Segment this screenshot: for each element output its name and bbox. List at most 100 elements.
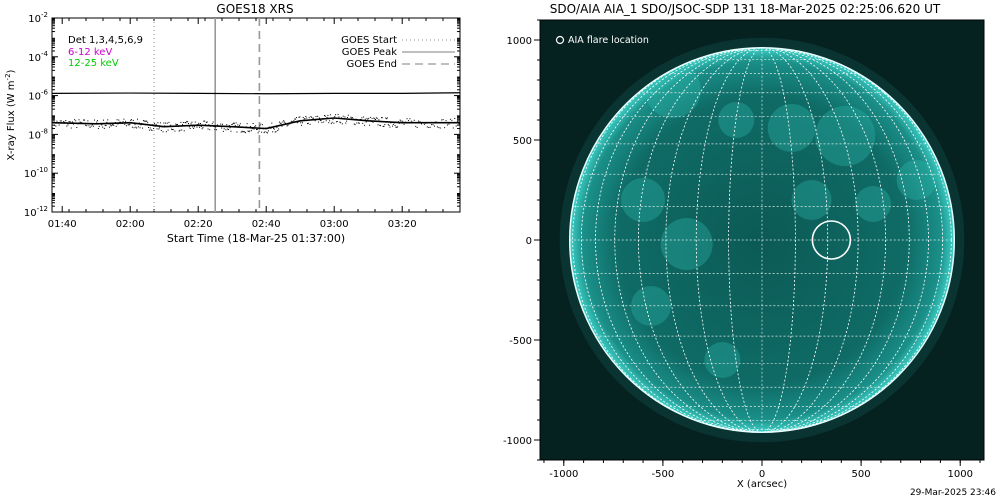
- xrs-noise-point: [71, 121, 73, 123]
- xrs-noise-point: [295, 117, 297, 119]
- xrs-noise-point: [113, 124, 115, 126]
- xrs-noise-point: [389, 126, 391, 128]
- longitude-line: [695, 47, 829, 433]
- xrs-noise-point: [237, 124, 239, 126]
- xrs-noise-point: [88, 125, 90, 127]
- xrs-noise-point: [182, 124, 184, 126]
- xrs-noise-point: [378, 119, 380, 121]
- xrs-noise-point: [304, 118, 306, 120]
- xrs-noise-point: [271, 122, 273, 124]
- xrs-noise-point: [386, 117, 388, 119]
- xrs-noise-point: [103, 127, 105, 129]
- xrs-noise-point: [346, 120, 348, 122]
- legend-label: GOES Peak: [342, 47, 397, 58]
- xrs-noise-point: [109, 124, 111, 126]
- xrs-noise-point: [119, 121, 121, 123]
- xrs-noise-point: [402, 120, 404, 122]
- xrs-noise-point: [273, 128, 275, 130]
- xrs-noise-point: [314, 120, 316, 122]
- xrs-noise-point: [226, 124, 228, 126]
- xrs-noise-point: [436, 126, 438, 128]
- xrs-noise-point: [346, 116, 348, 118]
- xrs-noise-point: [213, 126, 215, 128]
- x-tick-label: 1000: [947, 469, 972, 480]
- x-tick-label: 500: [852, 469, 871, 480]
- xrs-noise-point: [262, 128, 264, 130]
- xrs-noise-point: [74, 119, 76, 121]
- xrs-noise-point: [452, 127, 454, 129]
- xrs-noise-point: [231, 123, 233, 125]
- xrs-noise-point: [118, 119, 120, 121]
- xrs-noise-point: [166, 122, 168, 124]
- xrs-noise-point: [206, 121, 208, 123]
- xrs-noise-point: [232, 123, 234, 125]
- xrs-noise-point: [129, 123, 131, 125]
- xrs-noise-point: [228, 124, 230, 126]
- xrs-noise-point: [222, 123, 223, 125]
- xrs-noise-point: [141, 123, 143, 125]
- xrs-noise-point: [291, 121, 293, 123]
- xrs-noise-point: [176, 124, 178, 126]
- xrs-noise-point: [376, 117, 378, 119]
- xrs-noise-point: [72, 123, 74, 125]
- xrs-noise-point: [217, 125, 219, 127]
- xrs-noise-point: [159, 127, 161, 129]
- xrs-noise-point: [99, 123, 101, 125]
- xrs-noise-point: [294, 118, 296, 120]
- xrs-noise-point: [203, 120, 205, 122]
- xrs-noise-point: [409, 118, 411, 120]
- generated-timestamp: 29-Mar-2025 23:46: [909, 488, 996, 498]
- xrs-noise-point: [297, 121, 299, 123]
- xrs-noise-point: [290, 122, 291, 124]
- xrs-noise-point: [273, 127, 274, 129]
- xrs-noise-point: [215, 126, 217, 128]
- xrs-noise-point: [210, 125, 212, 127]
- xrs-noise-point: [66, 125, 68, 127]
- xrs-noise-point: [454, 117, 456, 119]
- xrs-noise-point: [305, 115, 307, 117]
- longitude-line: [665, 47, 859, 433]
- xrs-noise-point: [252, 123, 254, 125]
- xrs-title: GOES18 XRS: [216, 2, 293, 16]
- xrs-noise-point: [335, 114, 337, 116]
- xrs-noise-point: [138, 122, 140, 124]
- xrs-noise-point: [96, 121, 98, 123]
- xrs-noise-point: [111, 124, 113, 126]
- xrs-noise-point: [233, 122, 235, 124]
- xrs-noise-point: [284, 122, 286, 124]
- xrs-noise-point: [173, 125, 175, 127]
- xrs-noise-point: [326, 116, 328, 118]
- xrs-noise-point: [254, 126, 256, 128]
- xrs-noise-point: [172, 129, 174, 131]
- xrs-noise-point: [310, 115, 312, 117]
- xrs-noise-point: [87, 120, 89, 122]
- xrs-noise-point: [318, 121, 320, 123]
- xrs-noise-point: [54, 124, 56, 126]
- xrs-noise-point: [151, 130, 153, 132]
- xrs-noise-point: [413, 119, 415, 121]
- xrs-noise-point: [60, 120, 62, 122]
- xrs-noise-point: [322, 118, 324, 120]
- xrs-noise-point: [158, 128, 160, 130]
- xrs-noise-point: [195, 124, 197, 126]
- xrs-noise-point: [163, 122, 165, 124]
- xrs-noise-point: [406, 118, 408, 120]
- xrs-noise-point: [325, 120, 327, 122]
- xrs-noise-point: [161, 126, 163, 128]
- xrs-noise-point: [355, 118, 357, 120]
- active-region-patch: [704, 342, 741, 378]
- xrs-noise-point: [329, 114, 331, 116]
- xrs-noise-point: [57, 122, 59, 124]
- y-tick-label: 10-10: [24, 166, 48, 180]
- xrs-noise-point: [383, 125, 385, 127]
- xrs-noise-point: [101, 124, 103, 126]
- xrs-noise-point: [312, 117, 314, 119]
- xrs-noise-point: [423, 123, 425, 125]
- solar-limb: [568, 46, 956, 434]
- xrs-noise-point: [143, 120, 145, 122]
- xrs-noise-point: [180, 121, 182, 123]
- xrs-noise-point: [392, 123, 394, 125]
- xrs-noise-point: [261, 124, 263, 126]
- xrs-noise-point: [142, 120, 144, 122]
- y-tick-label: 10-12: [24, 205, 48, 219]
